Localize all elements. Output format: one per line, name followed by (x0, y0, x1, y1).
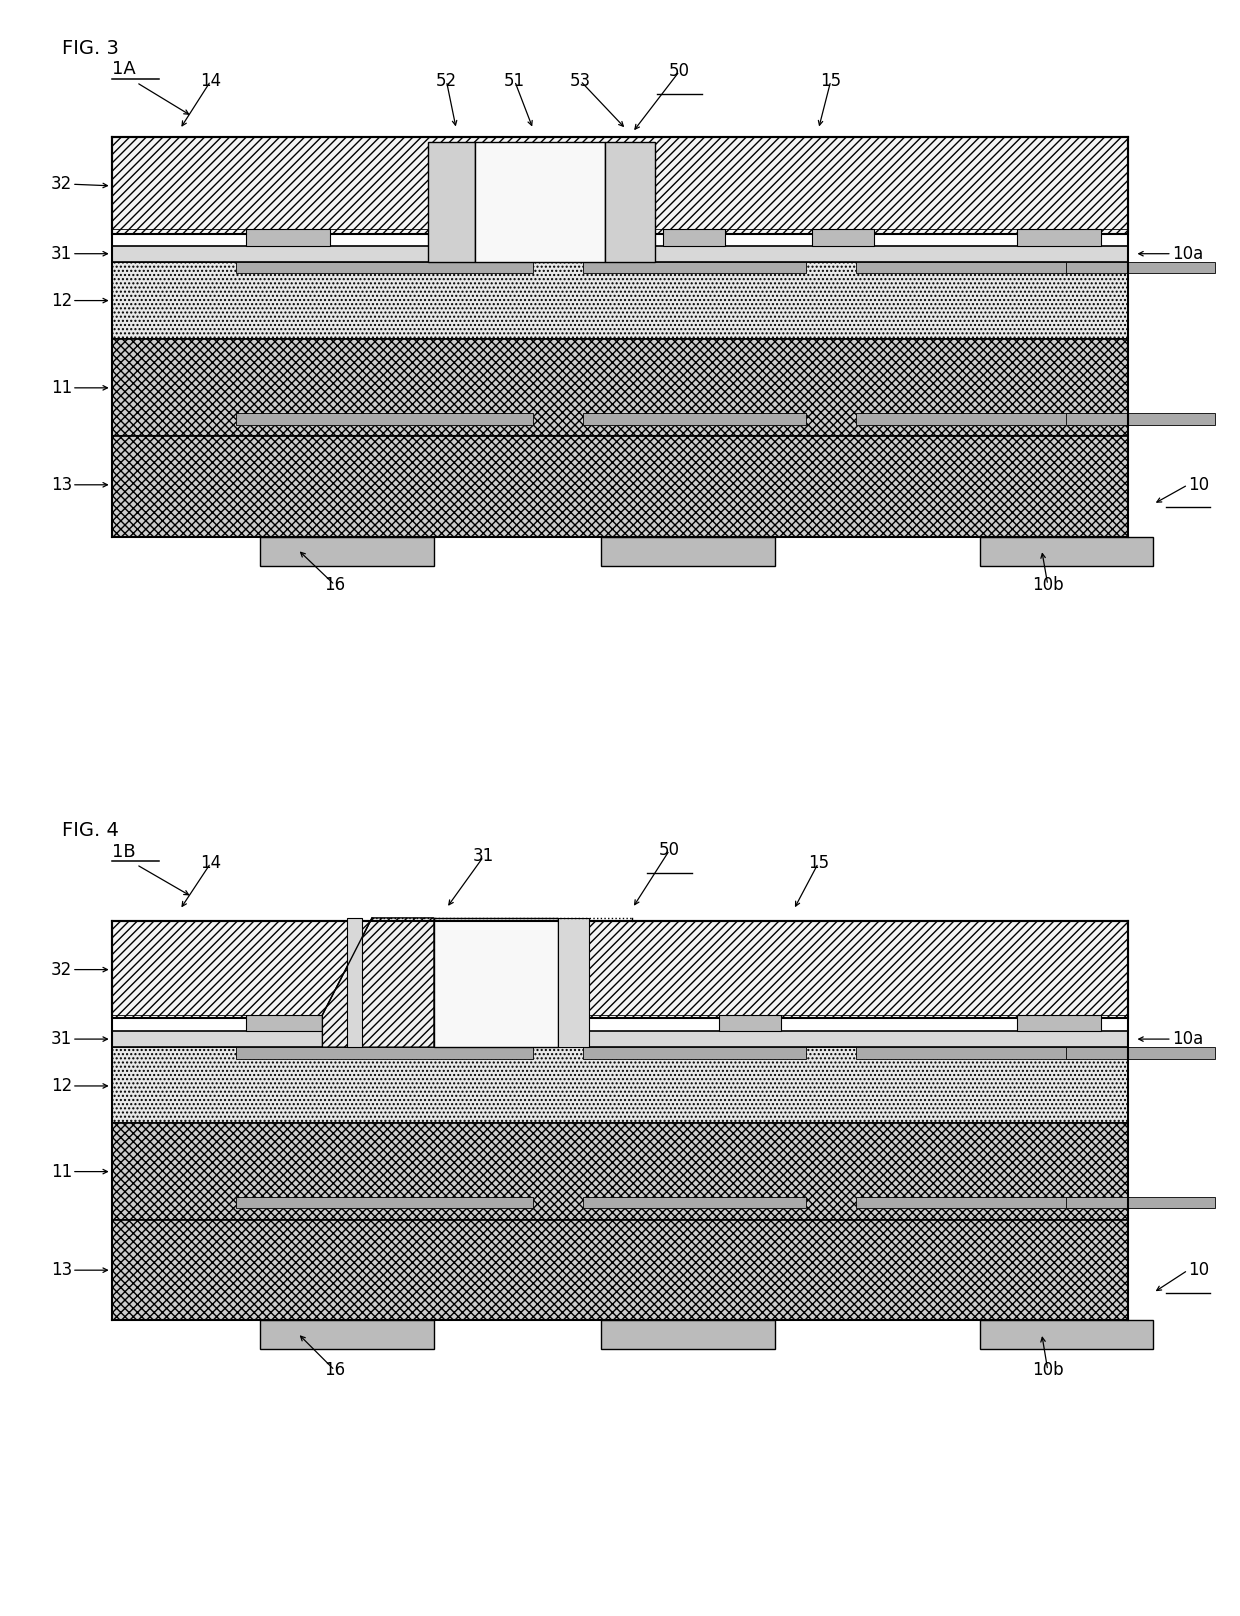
Text: 1B: 1B (112, 842, 135, 861)
Bar (856, 414, 1079, 425)
Bar (112, 1220, 1128, 1320)
Text: 13: 13 (51, 475, 72, 494)
Text: 31: 31 (472, 847, 495, 866)
Text: 15: 15 (820, 71, 842, 90)
Bar (583, 1047, 806, 1058)
Bar (856, 262, 1079, 273)
Bar (112, 137, 1128, 234)
Text: 11: 11 (51, 1162, 72, 1181)
Bar (112, 1031, 1128, 1047)
Bar (428, 142, 475, 262)
Text: 10a: 10a (1172, 1029, 1203, 1049)
Text: 31: 31 (51, 244, 72, 263)
Text: 13: 13 (51, 1260, 72, 1280)
Bar (605, 142, 655, 262)
Bar (1017, 1015, 1101, 1031)
Bar (1066, 1047, 1215, 1058)
Text: 50: 50 (660, 840, 680, 860)
Bar (236, 262, 533, 273)
Bar (1017, 229, 1101, 246)
Text: 10a: 10a (1172, 244, 1203, 263)
Text: FIG. 3: FIG. 3 (62, 39, 119, 58)
Bar (112, 436, 1128, 537)
Text: 14: 14 (200, 853, 222, 873)
Bar (236, 414, 533, 425)
Bar (260, 1320, 434, 1349)
Text: 10b: 10b (1032, 575, 1064, 595)
Bar (506, 229, 568, 246)
Bar (856, 1197, 1079, 1209)
Bar (1066, 414, 1215, 425)
Bar (601, 1320, 775, 1349)
Text: 53: 53 (569, 71, 591, 90)
Text: 52: 52 (435, 71, 458, 90)
Text: 16: 16 (324, 1361, 346, 1380)
Bar (112, 339, 1128, 436)
Bar (663, 229, 725, 246)
Bar (112, 246, 1128, 262)
Bar (236, 1197, 533, 1209)
Polygon shape (322, 918, 434, 1047)
Bar (246, 229, 330, 246)
Bar (980, 1320, 1153, 1349)
Text: FIG. 4: FIG. 4 (62, 821, 119, 840)
Text: 32: 32 (51, 175, 72, 194)
Bar (583, 262, 806, 273)
Bar (856, 1047, 1079, 1058)
Text: 31: 31 (51, 1029, 72, 1049)
Bar (583, 1197, 806, 1209)
Text: 10: 10 (1188, 1260, 1209, 1280)
Bar (112, 921, 1128, 1018)
Bar (112, 262, 1128, 339)
Bar (347, 918, 362, 1047)
Bar (1066, 262, 1215, 273)
Bar (260, 537, 434, 566)
Bar (506, 1015, 568, 1031)
Bar (601, 537, 775, 566)
Bar (475, 142, 605, 262)
Bar (236, 1047, 533, 1058)
Bar (980, 537, 1153, 566)
Text: 12: 12 (51, 1076, 72, 1096)
Bar (246, 1015, 330, 1031)
Text: 15: 15 (807, 853, 830, 873)
Text: 51: 51 (503, 71, 526, 90)
Text: 1A: 1A (112, 60, 135, 79)
Text: 10b: 10b (1032, 1361, 1064, 1380)
Bar (583, 414, 806, 425)
Bar (558, 918, 589, 1047)
Bar (719, 1015, 781, 1031)
Text: 11: 11 (51, 378, 72, 398)
Text: 12: 12 (51, 291, 72, 310)
Text: 32: 32 (51, 960, 72, 979)
Bar (112, 1047, 1128, 1123)
Text: 14: 14 (200, 71, 222, 90)
Bar (434, 918, 558, 1047)
Bar (1066, 1197, 1215, 1209)
Bar (112, 1123, 1128, 1220)
Bar (812, 229, 874, 246)
Text: 10: 10 (1188, 475, 1209, 494)
Text: 16: 16 (324, 575, 346, 595)
Text: 50: 50 (670, 61, 689, 81)
